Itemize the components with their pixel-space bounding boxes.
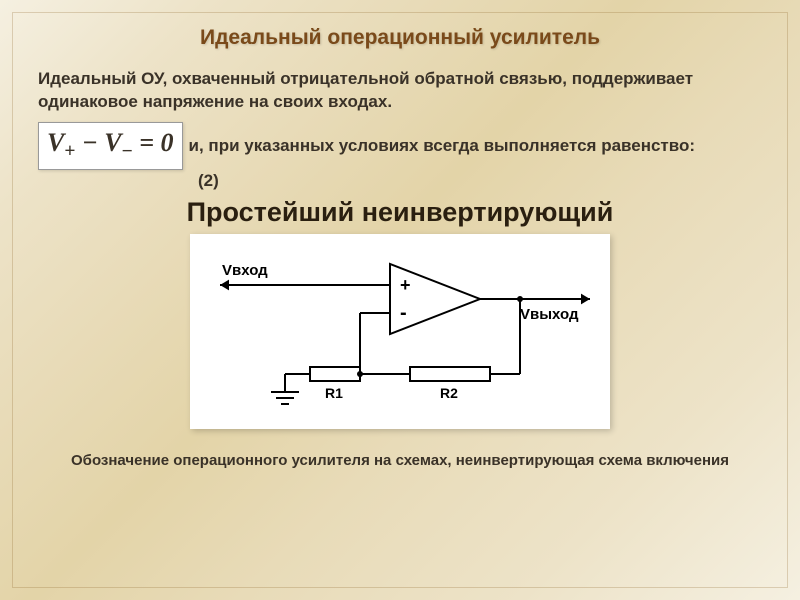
eq-sub-minus: − [122,141,133,162]
eq-vplus: V [47,128,64,157]
eq-vminus: V [104,128,121,157]
eq-sub-plus: + [64,141,75,162]
slide-frame [12,12,788,588]
paragraph-2-fragment: и, при указанных условиях всегда выполня… [189,135,696,158]
equation-box: V+ − V− = 0 [38,122,183,171]
eq-equals: = [139,128,154,157]
equation-row: V+ − V− = 0 и, при указанных условиях вс… [38,122,762,171]
eq-op-minus: − [82,128,98,157]
eq-zero: 0 [161,128,174,157]
